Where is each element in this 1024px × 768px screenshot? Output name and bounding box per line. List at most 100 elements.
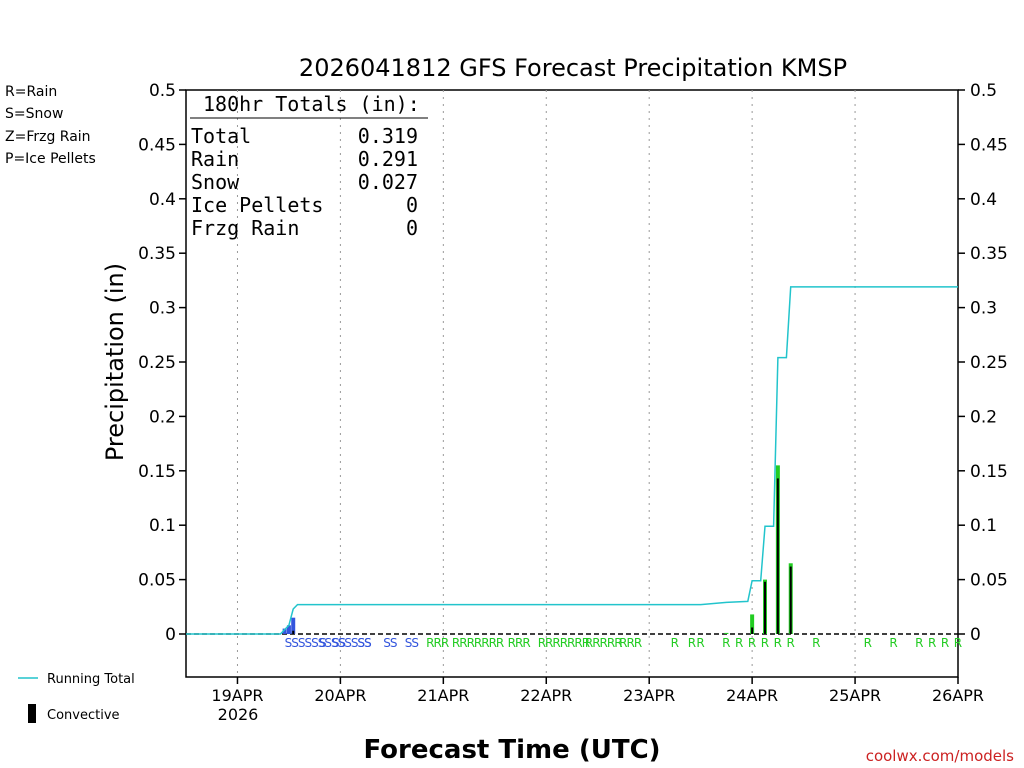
y-tick-label-left: 0.25 — [138, 353, 176, 373]
running-total-layer — [186, 286, 958, 635]
totals-row-value: 0.291 — [358, 147, 418, 171]
ptype-label: R — [864, 636, 872, 650]
y-tick-label-right: 0.35 — [970, 244, 1008, 264]
ptype-label: R — [915, 636, 923, 650]
x-axis: 19APR 20APR 21APR 22APR 23APR 24APR 25APR 26APR — [211, 677, 984, 705]
totals-row-label: Total — [191, 124, 251, 148]
ptype-label: SS — [383, 636, 397, 650]
credit-text: coolwx.com/models — [866, 747, 1014, 765]
y-tick-label-right: 0.15 — [970, 462, 1008, 482]
ptype-label: R — [928, 636, 936, 650]
ptype-label: R — [748, 636, 756, 650]
precip-bars — [282, 465, 793, 634]
totals-row-value: 0 — [406, 193, 418, 217]
ptype-label: R — [774, 636, 782, 650]
totals-row-label: Ice Pellets — [191, 193, 323, 217]
snow-bar-2 — [291, 617, 296, 634]
x-axis-label: Forecast Time (UTC) — [363, 735, 660, 765]
legend-rain: R=Rain — [5, 84, 57, 100]
ptype-label: R — [941, 636, 949, 650]
x-tick-label: 23APR — [623, 686, 675, 705]
totals-row-label: Frzg Rain — [191, 216, 299, 240]
legend-ice-pellets: P=Ice Pellets — [5, 151, 96, 167]
convective-legend-label: Convective — [47, 708, 120, 723]
y-tick-label-right: 0.3 — [970, 299, 997, 319]
convective-bar — [292, 630, 295, 634]
y-tick-label-right: 0.1 — [970, 516, 997, 536]
y-tick-label-right: 0.2 — [970, 407, 997, 427]
convective-bar — [764, 581, 766, 634]
y-tick-label-right: 0 — [970, 625, 981, 645]
totals-row-label: Rain — [191, 147, 239, 171]
ptype-label: SSSSSSSSSSSSS — [285, 636, 371, 650]
ptype-label: R — [812, 636, 820, 650]
y-tick-label-right: 0.5 — [970, 81, 997, 101]
totals-row-value: 0 — [406, 216, 418, 240]
ptype-label: RRRRRRR — [538, 636, 590, 650]
totals-row-value: 0.319 — [358, 124, 418, 148]
ptype-label: R — [688, 636, 696, 650]
y-tick-label-right: 0.25 — [970, 353, 1008, 373]
y-tick-label-left: 0.2 — [149, 407, 176, 427]
ptype-label: RRR — [508, 636, 531, 650]
totals-header: 180hr Totals (in): — [203, 92, 420, 116]
ptype-label: R — [889, 636, 897, 650]
ptype-label: R — [671, 636, 679, 650]
ptype-label: R — [696, 636, 704, 650]
legend-frzg-rain: Z=Frzg Rain — [5, 129, 91, 145]
ptype-label: R — [735, 636, 743, 650]
ptype-label: RRR — [619, 636, 642, 650]
chart-title: 2026041812 GFS Forecast Precipitation KM… — [299, 54, 847, 82]
x-tick-label: 22APR — [520, 686, 572, 705]
snow-bar-1 — [286, 625, 291, 634]
y-tick-label-left: 0.45 — [138, 135, 176, 155]
ptype-label: RRRRR — [585, 636, 622, 650]
y-tick-label-left: 0.15 — [138, 462, 176, 482]
x-tick-label: 19APR — [211, 686, 263, 705]
ptype-label: SS — [358, 636, 372, 650]
y-axis-left: 0 0.05 0.1 0.15 0.2 0.25 0.3 0.35 0.4 0.45 0.5 — [138, 81, 186, 645]
y-tick-label-left: 0.3 — [149, 299, 176, 319]
x-tick-label: 20APR — [314, 686, 366, 705]
ptype-label: SS — [332, 636, 346, 650]
x-tick-label: 26APR — [932, 686, 984, 705]
ptype-label: RRRRRRR — [452, 636, 504, 650]
running-total-legend-label: Running Total — [47, 672, 135, 687]
running-total-line — [186, 286, 958, 635]
rain-bar-0 — [724, 632, 729, 634]
ptype-label: R — [954, 636, 962, 650]
x-tick-label: 21APR — [417, 686, 469, 705]
rain-bar-1 — [750, 614, 755, 634]
ptype-label: R — [786, 636, 794, 650]
grid-lines — [236, 90, 856, 677]
y-tick-label-left: 0.4 — [149, 190, 176, 210]
y-tick-label-left: 0.35 — [138, 244, 176, 264]
x-tick-label: 25APR — [829, 686, 881, 705]
y-axis-right: 0 0.05 0.1 0.15 0.2 0.25 0.3 0.35 0.4 0.45 0.5 — [958, 81, 1008, 645]
totals-row-label: Snow — [191, 170, 240, 194]
convective-bar — [776, 478, 779, 634]
convective-bar — [789, 566, 792, 634]
ptype-label: R — [722, 636, 730, 650]
plot-frame — [185, 89, 959, 678]
y-tick-label-left: 0 — [165, 625, 176, 645]
ptype-label: SS — [405, 636, 419, 650]
ptype-label: RRR — [426, 636, 449, 650]
y-tick-label-left: 0.1 — [149, 516, 176, 536]
totals-row-value: 0.027 — [358, 170, 418, 194]
y-tick-label-left: 0.5 — [149, 81, 176, 101]
legend-snow: S=Snow — [5, 106, 63, 122]
year-label: 2026 — [218, 705, 259, 724]
snow-bar-0 — [282, 628, 287, 634]
y-tick-label-right: 0.45 — [970, 135, 1008, 155]
ptype-label: S — [319, 636, 326, 650]
y-tick-label-left: 0.05 — [138, 571, 176, 591]
y-tick-label-right: 0.4 — [970, 190, 997, 210]
y-axis-label: Precipitation (in) — [101, 263, 129, 461]
convective-bar — [751, 627, 754, 634]
totals-box: 180hr Totals (in): Total 0.319 Rain 0.291 Sn… — [190, 92, 428, 240]
ptype-label: R — [761, 636, 769, 650]
convective-legend-swatch — [28, 704, 36, 723]
